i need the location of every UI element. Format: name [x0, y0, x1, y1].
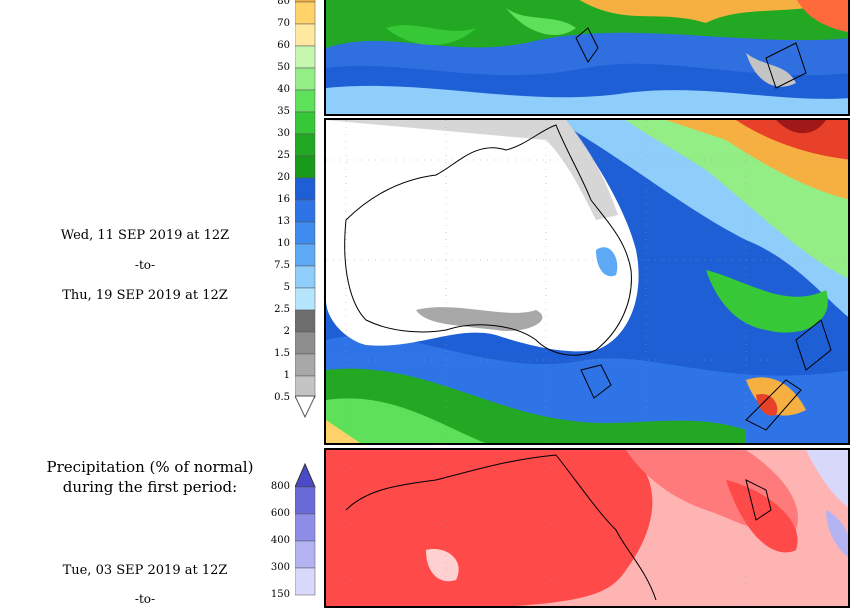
- colorbar-tick-label: 1.5: [274, 348, 290, 359]
- percent-sep-label: -to-: [134, 592, 156, 606]
- percent-title-line2: during the first period:: [62, 478, 238, 496]
- colorbar-swatch: [295, 221, 316, 245]
- percent-colorbar-top-arrow: [295, 462, 316, 488]
- colorbar-tick-label: 30: [277, 128, 290, 139]
- period-sep-label: -to-: [134, 258, 156, 272]
- percent-colorbar-swatch: [295, 567, 316, 596]
- colorbar-swatch: [295, 243, 316, 267]
- colorbar-tick-label: 1: [283, 370, 290, 381]
- colorbar-swatch: [295, 309, 316, 333]
- colorbar-tick-label: 2.5: [274, 304, 290, 315]
- percent-title-line1: Precipitation (% of normal): [46, 458, 254, 476]
- colorbar-tick-label: 7.5: [274, 260, 290, 271]
- percent-colorbar-swatch: [295, 513, 316, 542]
- colorbar-swatch: [295, 133, 316, 157]
- colorbar-swatch: [295, 287, 316, 311]
- colorbar-swatch: [295, 375, 316, 399]
- percent-colorbar-swatch: [295, 486, 316, 515]
- percent-colorbar: [295, 462, 316, 596]
- precip-map-middle: [324, 118, 850, 445]
- colorbar-swatch: [295, 155, 316, 179]
- precip-map-top: [324, 0, 850, 116]
- precip-colorbar: [295, 0, 316, 419]
- colorbar-tick-label: 70: [277, 18, 290, 29]
- percent-colorbar-tick-label: 400: [270, 535, 290, 546]
- colorbar-swatch: [295, 45, 316, 69]
- colorbar-swatch: [295, 23, 316, 47]
- period-start-label: Wed, 11 SEP 2019 at 12Z: [60, 228, 230, 243]
- colorbar-swatch: [295, 353, 316, 377]
- colorbar-tick-label: 0.5: [274, 392, 290, 403]
- percent-colorbar-tick-label: 600: [270, 508, 290, 519]
- colorbar-swatch: [295, 0, 316, 3]
- colorbar-tick-label: 35: [277, 106, 290, 117]
- percent-start-label: Tue, 03 SEP 2019 at 12Z: [62, 563, 228, 578]
- colorbar-tick-label: 25: [277, 150, 290, 161]
- colorbar-swatch: [295, 331, 316, 355]
- percent-normal-map-bottom: [324, 448, 850, 608]
- percent-colorbar-tick-label: 300: [270, 562, 290, 573]
- colorbar-tick-label: 20: [277, 172, 290, 183]
- colorbar-tick-label: 16: [277, 194, 290, 205]
- colorbar-swatch: [295, 89, 316, 113]
- colorbar-swatch: [295, 265, 316, 289]
- colorbar-swatch: [295, 1, 316, 25]
- colorbar-tick-label: 40: [277, 84, 290, 95]
- percent-colorbar-swatch: [295, 540, 316, 569]
- colorbar-tick-label: 60: [277, 40, 290, 51]
- colorbar-tick-label: 13: [277, 216, 290, 227]
- colorbar-swatch: [295, 199, 316, 223]
- colorbar-swatch: [295, 177, 316, 201]
- colorbar-tick-label: 10: [277, 238, 290, 249]
- colorbar-bottom-arrow: [295, 395, 316, 419]
- colorbar-tick-label: 5: [283, 282, 290, 293]
- colorbar-tick-label: 50: [277, 62, 290, 73]
- colorbar-tick-label: 2: [283, 326, 290, 337]
- colorbar-swatch: [295, 111, 316, 135]
- colorbar-tick-label: 80: [277, 0, 290, 7]
- period-end-label: Thu, 19 SEP 2019 at 12Z: [62, 288, 228, 303]
- percent-colorbar-tick-label: 150: [270, 589, 290, 600]
- percent-colorbar-tick-label: 800: [270, 481, 290, 492]
- colorbar-swatch: [295, 67, 316, 91]
